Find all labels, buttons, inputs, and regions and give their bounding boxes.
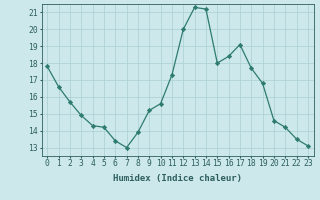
X-axis label: Humidex (Indice chaleur): Humidex (Indice chaleur) bbox=[113, 174, 242, 183]
